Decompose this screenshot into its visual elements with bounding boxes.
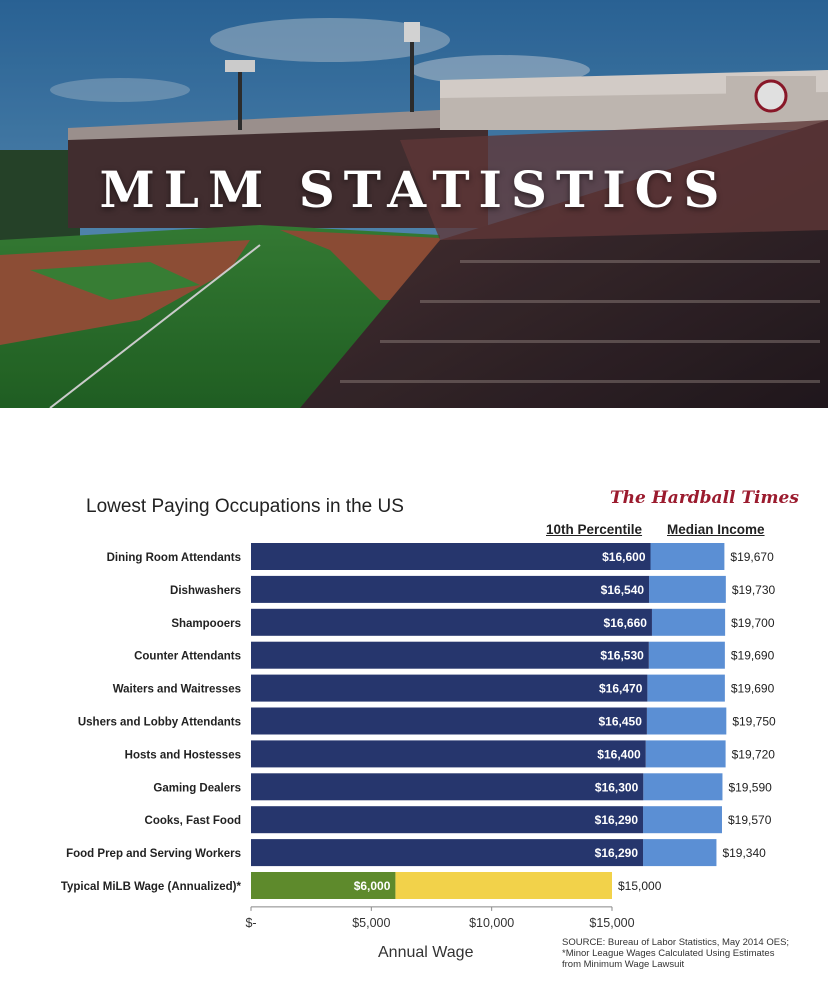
data-label-percentile: $16,660 [604,616,648,630]
category-label: Hosts and Hostesses [125,749,241,761]
x-tick-label: $5,000 [352,916,390,930]
column-header-median: Median Income [667,522,765,537]
data-label-percentile: $16,600 [602,550,646,564]
bar-percentile [251,872,396,899]
bar-median [649,575,726,603]
category-label: Dishwashers [170,585,241,597]
bar-median [643,806,722,834]
data-label-percentile: $16,290 [595,846,639,860]
category-label: Typical MiLB Wage (Annualized)* [61,881,242,893]
bar-plot: Dining Room Attendants $16,600 $19,670 Dish… [61,543,776,930]
data-label-median: $19,720 [732,747,776,761]
x-tick-label: $15,000 [589,916,634,930]
bar-median [646,707,727,735]
data-label-median: $19,700 [731,616,775,630]
bar-percentile [251,674,648,702]
category-label: Food Prep and Serving Workers [66,848,241,860]
x-tick-label: $10,000 [469,916,514,930]
x-axis-label: Annual Wage [378,944,474,961]
bar-median [650,543,725,570]
chart-title: Lowest Paying Occupations in the US [86,496,404,517]
data-label-median: $15,000 [618,879,662,893]
data-label-percentile: $6,000 [354,879,391,893]
bar-percentile [251,806,644,834]
x-tick-label: $- [245,916,256,930]
bar-percentile [251,839,644,867]
bar-percentile [251,740,646,768]
data-label-median: $19,590 [728,780,772,794]
bar-median [395,872,612,899]
category-label: Waiters and Waitresses [113,684,241,696]
ballpark-photo [0,0,828,408]
data-label-median: $19,690 [731,682,775,696]
data-label-median: $19,570 [728,813,772,827]
bar-median [643,839,717,867]
column-header-percentile: 10th Percentile [546,522,643,537]
category-label: Ushers and Lobby Attendants [78,717,241,729]
data-label-percentile: $16,290 [595,813,639,827]
bar-median [647,674,725,702]
category-label: Dining Room Attendants [107,552,241,564]
data-label-median: $19,690 [731,649,775,663]
category-label: Gaming Dealers [153,782,241,794]
data-label-median: $19,670 [730,550,774,564]
data-label-percentile: $16,530 [600,649,644,663]
data-label-percentile: $16,300 [595,780,639,794]
bar-percentile [251,543,651,570]
bar-median [645,740,726,768]
bar-percentile [251,773,644,801]
data-label-percentile: $16,400 [597,747,641,761]
source-note: SOURCE: Bureau of Labor Statistics, May … [562,937,790,970]
category-label: Cooks, Fast Food [145,815,241,827]
category-label: Counter Attendants [134,651,241,663]
data-label-percentile: $16,540 [601,583,645,597]
bar-percentile [251,641,649,669]
data-label-percentile: $16,470 [599,682,643,696]
data-label-percentile: $16,450 [599,715,643,729]
data-label-median: $19,730 [732,583,776,597]
bar-percentile [251,575,650,603]
category-label: Shampooers [171,618,241,630]
bar-median [651,608,726,636]
wage-chart: Lowest Paying Occupations in the US The … [0,470,828,991]
bar-median [648,641,725,669]
data-label-median: $19,750 [732,715,776,729]
data-label-median: $19,340 [722,846,766,860]
hero-title: MLM STATISTICS [99,160,729,219]
bar-median [643,773,723,801]
hero-banner: MLM STATISTICS [0,0,828,408]
bar-percentile [251,707,647,735]
bar-percentile [251,608,652,636]
brand-logo: The Hardball Times [610,488,799,508]
